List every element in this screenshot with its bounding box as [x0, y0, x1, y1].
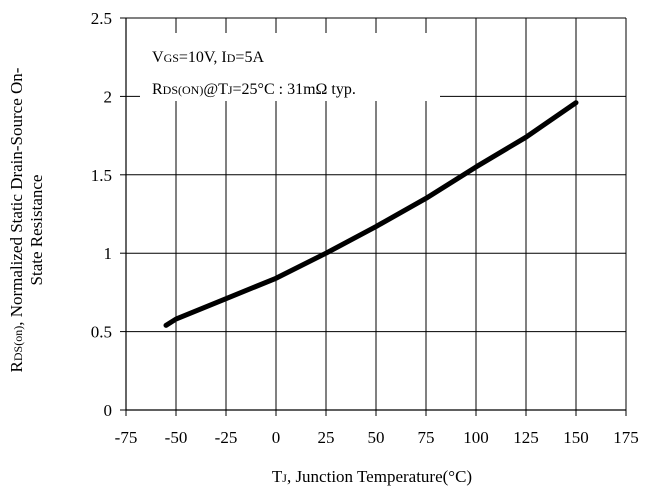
annotation-line-2: RDS(ON)@TJ=25°C : 31mΩ typ.	[152, 81, 356, 98]
x-tick-label: 100	[463, 428, 489, 447]
x-tick-label: 75	[418, 428, 435, 447]
y-tick-label: 1	[104, 244, 113, 263]
x-tick-label: 175	[613, 428, 639, 447]
y-tick-label: 2.5	[91, 9, 112, 28]
axes	[120, 17, 627, 416]
x-tick-labels: -75 -50 -25 0 25 50 75 100 125 150 175	[115, 428, 639, 447]
y-tick-label: 1.5	[91, 166, 112, 185]
x-tick-label: -50	[165, 428, 188, 447]
x-tick-label: 25	[318, 428, 335, 447]
y-tick-label: 0.5	[91, 323, 112, 342]
y-tick-label: 0	[104, 401, 113, 420]
series-line	[163, 100, 579, 328]
y-tick-labels: 0 0.5 1 1.5 2 2.5	[91, 9, 112, 420]
x-tick-label: -75	[115, 428, 138, 447]
x-tick-label: 0	[272, 428, 281, 447]
x-tick-label: 50	[368, 428, 385, 447]
x-tick-label: 125	[513, 428, 539, 447]
annotation-line-1: VGS=10V, ID=5A	[152, 49, 264, 66]
x-axis-label: TJ, Junction Temperature(°C)	[272, 467, 472, 486]
x-tick-label: -25	[215, 428, 238, 447]
annotation-box	[140, 33, 440, 101]
x-tick-label: 150	[563, 428, 589, 447]
y-axis-label-line-1: RDS(on), Normalized Static Drain-Source …	[7, 67, 26, 372]
y-axis-label-line-2: State Resistance	[27, 175, 46, 286]
series-group	[163, 100, 579, 328]
y-tick-label: 2	[104, 87, 113, 106]
